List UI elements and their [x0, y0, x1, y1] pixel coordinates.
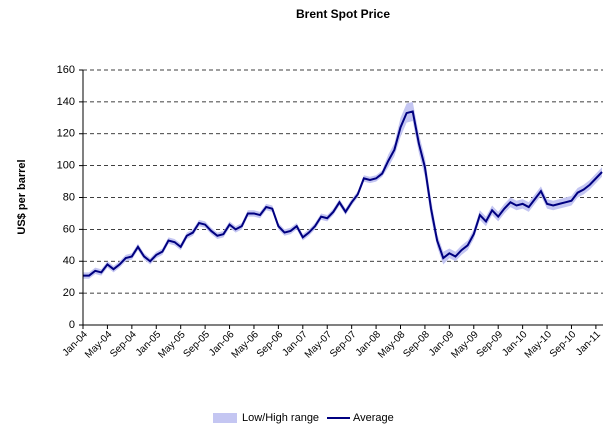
x-tick-label: May-04: [83, 329, 115, 361]
y-tick-label: 40: [63, 255, 75, 267]
legend-swatch: [213, 413, 237, 423]
x-tick-label: Sep-07: [328, 329, 359, 360]
y-tick-label: 60: [63, 223, 75, 235]
x-tick-label: May-08: [376, 329, 408, 361]
y-tick-label: 0: [69, 319, 75, 331]
x-tick-label: Sep-08: [401, 329, 432, 360]
x-tick-label: May-10: [523, 329, 555, 361]
y-tick-label: 120: [57, 128, 75, 140]
legend-label: Average: [353, 412, 394, 424]
legend-label: Low/High range: [242, 412, 319, 424]
range-band: [83, 101, 602, 279]
x-tick-label: Jan-11: [574, 329, 603, 358]
x-tick-label: Sep-06: [255, 329, 286, 360]
x-tick-label: May-05: [156, 329, 188, 361]
x-tick-label: May-07: [303, 329, 335, 361]
x-tick-label: Sep-04: [108, 329, 139, 360]
x-tick-label: Sep-05: [182, 329, 213, 360]
y-tick-label: 20: [63, 287, 75, 299]
x-tick-label: Sep-09: [475, 329, 506, 360]
x-tick-label: Sep-10: [548, 329, 579, 360]
y-tick-label: 140: [57, 96, 75, 108]
y-axis-label: US$ per barrel: [16, 159, 28, 234]
chart-title: Brent Spot Price: [296, 7, 390, 21]
x-tick-label: May-06: [230, 329, 262, 361]
y-tick-label: 80: [63, 191, 75, 203]
y-tick-label: 160: [57, 64, 75, 76]
x-tick-label: May-09: [449, 329, 481, 361]
y-tick-label: 100: [57, 160, 75, 172]
average-line: [83, 110, 603, 277]
